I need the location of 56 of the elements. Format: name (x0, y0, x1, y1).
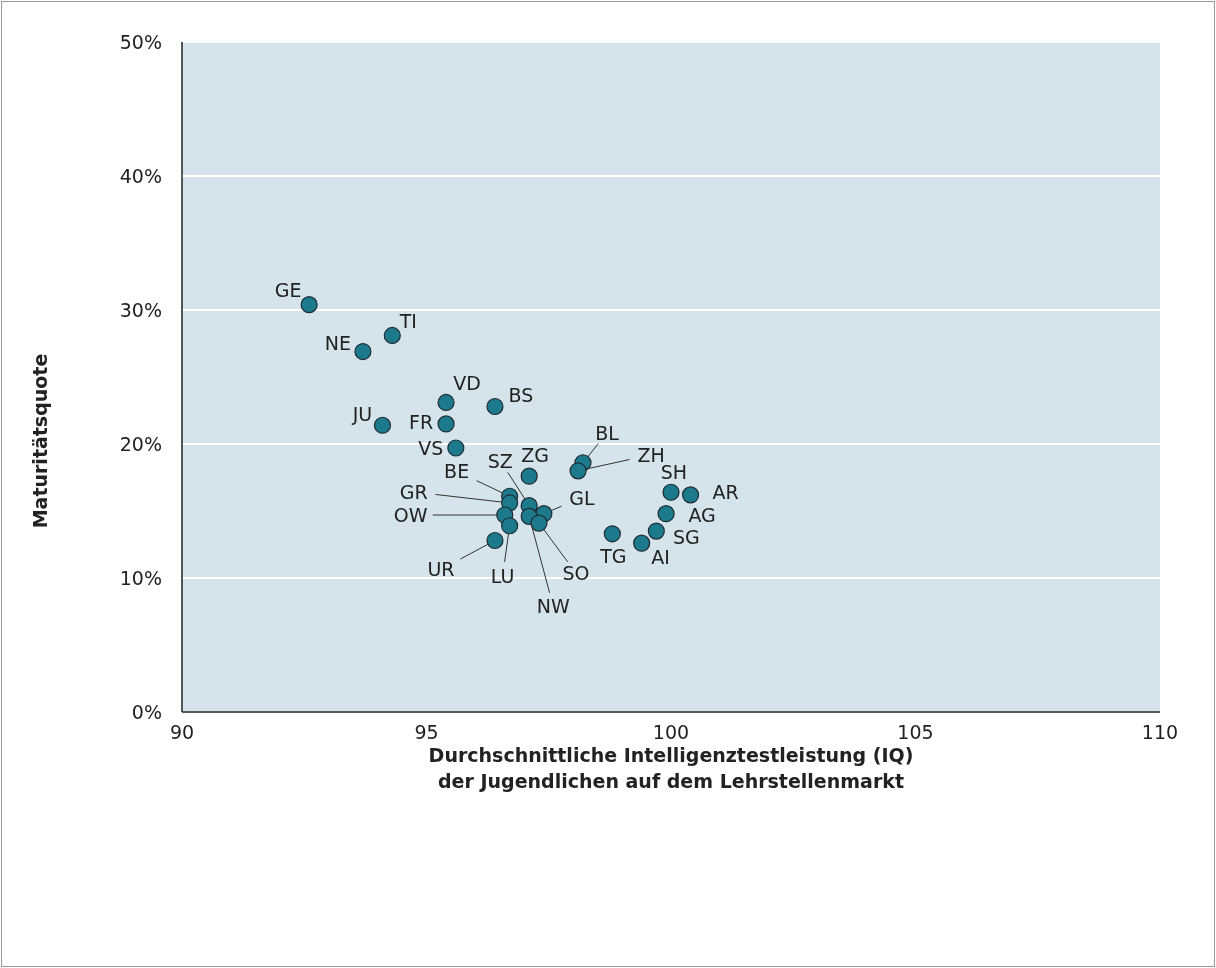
annotation: OW (393, 504, 428, 527)
annotation: GR (399, 480, 428, 503)
point (437, 393, 455, 412)
point (437, 415, 455, 433)
annotation: TI (398, 310, 417, 333)
annotation: GL (569, 486, 595, 509)
y-tick-label: 40% (119, 164, 162, 187)
y-tick-label: 0% (131, 700, 162, 723)
y-axis-title: Maturitätsquote (29, 353, 51, 529)
point (373, 416, 392, 434)
annotation: AR (712, 480, 739, 503)
point (354, 342, 372, 361)
point (520, 467, 538, 485)
point (662, 483, 680, 501)
y-tick-label: 10% (119, 566, 162, 589)
x-tick-label: 95 (414, 721, 439, 744)
annotation: NE (324, 331, 352, 354)
annotation: LU (490, 564, 515, 587)
annotation: BE (444, 460, 470, 483)
x-tick-label: 100 (652, 721, 690, 744)
y-tick-label: 30% (119, 298, 162, 321)
point (486, 397, 504, 416)
annotation: SO (562, 562, 590, 585)
point (681, 486, 700, 504)
point (657, 505, 675, 523)
annotation: AI (651, 546, 670, 569)
y-tick-label: 50% (119, 30, 162, 53)
point (603, 525, 621, 543)
annotation: AG (688, 503, 716, 526)
annotation: VS (418, 437, 444, 460)
y-tick-label: 20% (119, 432, 162, 455)
annotation: NW (536, 595, 570, 618)
annotation: GE (274, 278, 302, 301)
x-tick-label: 105 (897, 721, 934, 744)
x-axis-title: Durchschnittliche Intelligenztestleistung (IQ) der Jugendlichen auf dem Lehrstellenmarkt (428, 744, 914, 792)
x-tick-label: 90 (169, 721, 195, 744)
annotation: BL (595, 421, 620, 444)
point (383, 326, 401, 345)
point (447, 439, 465, 457)
point (530, 514, 548, 532)
annotation: BS (508, 384, 534, 407)
point (633, 534, 651, 552)
point (300, 296, 318, 314)
point (569, 462, 587, 480)
annotation: SG (672, 526, 700, 549)
point (501, 517, 519, 535)
point (647, 522, 665, 540)
annotation: VD (453, 372, 481, 395)
x-tick-label: 110 (1141, 721, 1179, 744)
annotation: UR (427, 558, 455, 581)
annotation: JU (351, 403, 373, 426)
annotation: TG (599, 544, 627, 567)
annotation: ZG (521, 444, 550, 467)
annotation: FR (408, 410, 434, 433)
point (486, 531, 504, 550)
annotation: SZ (487, 449, 513, 472)
